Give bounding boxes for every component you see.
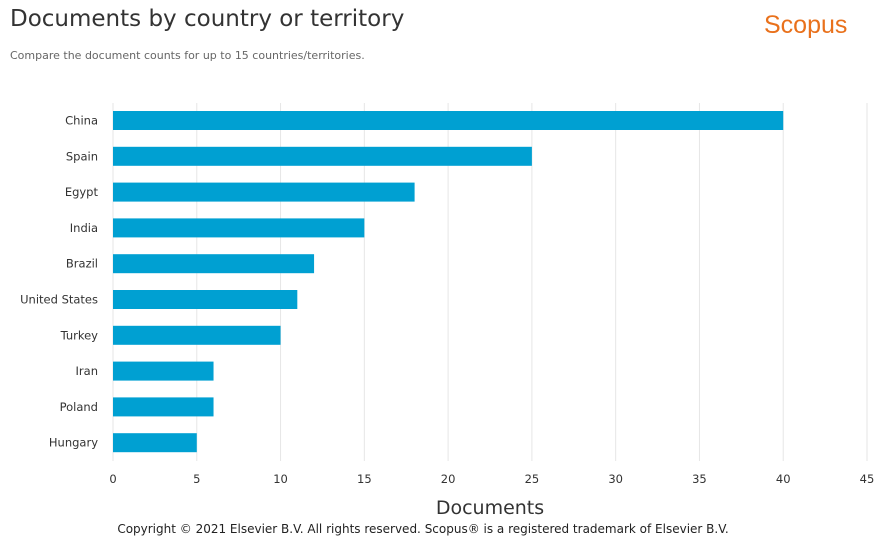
bar[interactable] [113, 361, 214, 381]
category-label: United States [20, 293, 98, 307]
category-label: Poland [60, 400, 98, 414]
category-label: China [65, 114, 98, 128]
x-tick-label: 30 [608, 472, 623, 486]
x-tick-label: 15 [357, 472, 372, 486]
bar[interactable] [113, 111, 784, 130]
category-label: Iran [76, 364, 98, 378]
scopus-logo: Scopus [764, 11, 848, 39]
bar[interactable] [113, 325, 281, 345]
copyright-notice: Copyright © 2021 Elsevier B.V. All right… [117, 522, 729, 536]
x-tick-label: 25 [525, 472, 540, 486]
category-label: Brazil [66, 257, 98, 271]
x-tick-labels: 0 5 10 15 20 25 30 35 40 45 [109, 472, 874, 486]
x-axis-title: Documents [436, 497, 544, 519]
bar[interactable] [113, 290, 298, 309]
bar[interactable] [113, 146, 532, 166]
bar[interactable] [113, 218, 365, 238]
category-label: Spain [66, 149, 98, 163]
category-label: Turkey [60, 328, 99, 342]
bar[interactable] [113, 433, 197, 453]
x-tick-label: 40 [776, 472, 791, 486]
bar[interactable] [113, 397, 214, 417]
chart-subtitle: Compare the document counts for up to 15… [10, 49, 365, 62]
category-label: India [70, 221, 98, 235]
x-tick-label: 45 [860, 472, 875, 486]
x-tick-label: 5 [193, 472, 200, 486]
category-labels: China Spain Egypt India Brazil United States T… [20, 114, 98, 450]
category-label: Egypt [65, 185, 99, 199]
bar[interactable] [113, 254, 315, 274]
bar[interactable] [113, 182, 415, 202]
x-tick-label: 0 [109, 472, 116, 486]
bars [113, 111, 784, 453]
x-tick-label: 10 [273, 472, 288, 486]
x-tick-label: 20 [441, 472, 456, 486]
x-tick-label: 35 [692, 472, 707, 486]
category-label: Hungary [49, 436, 98, 450]
chart-title: Documents by country or territory [10, 6, 405, 32]
